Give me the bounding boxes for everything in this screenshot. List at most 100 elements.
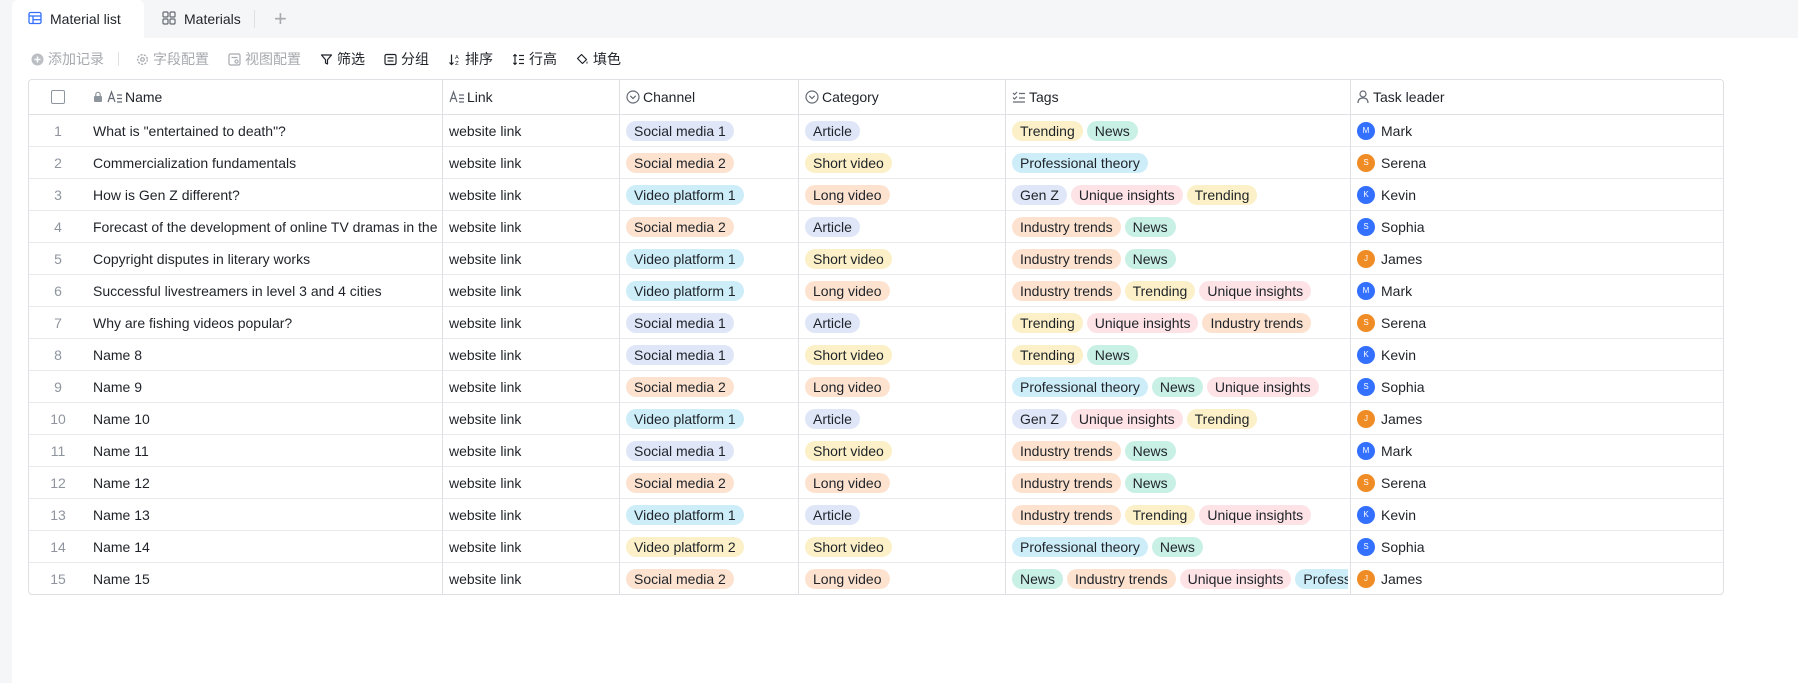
tag-chip[interactable]: Gen Z — [1012, 184, 1067, 205]
table-row[interactable]: 11 Name 11 website link Social media 1 Short… — [29, 435, 1723, 467]
cell-tags[interactable]: News Industry trends Unique insights Profes… — [1012, 563, 1348, 594]
category-tag[interactable]: Short video — [805, 344, 892, 365]
cell-channel[interactable]: Social media 1 — [626, 435, 796, 466]
channel-tag[interactable]: Social media 1 — [626, 120, 734, 141]
category-tag[interactable]: Short video — [805, 440, 892, 461]
tag-chip[interactable]: Industry trends — [1012, 216, 1121, 237]
cell-tags[interactable]: Industry trends Trending Unique insights — [1012, 499, 1348, 530]
cell-channel[interactable]: Video platform 1 — [626, 179, 796, 210]
cell-tags[interactable]: Industry trends News — [1012, 435, 1348, 466]
cell-tags[interactable]: Professional theory News Unique insights — [1012, 371, 1348, 402]
tag-chip[interactable]: Industry trends — [1012, 440, 1121, 461]
cell-channel[interactable]: Video platform 1 — [626, 403, 796, 434]
fill-color-button[interactable]: 填色 — [575, 49, 621, 69]
cell-name[interactable]: Successful livestreamers in level 3 and … — [93, 282, 382, 299]
cell-category[interactable]: Article — [805, 499, 1003, 530]
cell-tags[interactable]: Industry trends News — [1012, 467, 1348, 498]
cell-name[interactable]: Name 13 — [93, 506, 150, 523]
category-tag[interactable]: Long video — [805, 376, 890, 397]
cell-name[interactable]: How is Gen Z different? — [93, 186, 240, 203]
cell-task-leader[interactable]: J James — [1357, 243, 1507, 274]
tag-chip[interactable]: Unique insights — [1086, 312, 1199, 333]
select-all-checkbox[interactable] — [43, 80, 73, 114]
tag-chip[interactable]: News — [1151, 376, 1203, 397]
cell-tags[interactable]: Industry trends Trending Unique insights — [1012, 275, 1348, 306]
tag-chip[interactable]: News — [1124, 248, 1176, 269]
tag-chip[interactable]: Trending — [1012, 344, 1083, 365]
cell-category[interactable]: Article — [805, 307, 1003, 338]
cell-channel[interactable]: Social media 2 — [626, 371, 796, 402]
cell-task-leader[interactable]: S Sophia — [1357, 371, 1507, 402]
channel-tag[interactable]: Video platform 1 — [626, 184, 744, 205]
channel-tag[interactable]: Social media 2 — [626, 376, 734, 397]
add-record-button[interactable]: 添加记录 — [30, 49, 104, 69]
tag-chip[interactable]: Trending — [1012, 120, 1083, 141]
tag-chip[interactable]: News — [1086, 120, 1138, 141]
tag-chip[interactable]: Professiona... — [1295, 568, 1348, 589]
add-view-icon[interactable]: + — [274, 6, 287, 31]
tag-chip[interactable]: Industry trends — [1012, 504, 1121, 525]
column-header-tags[interactable]: Tags — [1006, 80, 1350, 114]
cell-tags[interactable]: Trending News — [1012, 339, 1348, 370]
cell-channel[interactable]: Social media 2 — [626, 563, 796, 594]
tag-chip[interactable]: News — [1124, 472, 1176, 493]
table-row[interactable]: 3 How is Gen Z different? website link Vide… — [29, 179, 1723, 211]
channel-tag[interactable]: Video platform 1 — [626, 248, 744, 269]
tag-chip[interactable]: Industry trends — [1012, 280, 1121, 301]
cell-channel[interactable]: Video platform 2 — [626, 531, 796, 562]
tag-chip[interactable]: Trending — [1124, 280, 1196, 301]
table-row[interactable]: 7 Why are fishing videos popular? website … — [29, 307, 1723, 339]
cell-task-leader[interactable]: S Serena — [1357, 467, 1507, 498]
cell-task-leader[interactable]: J James — [1357, 403, 1507, 434]
tag-chip[interactable]: Unique insights — [1070, 408, 1183, 429]
category-tag[interactable]: Article — [805, 312, 860, 333]
category-tag[interactable]: Article — [805, 216, 860, 237]
cell-link[interactable]: website link — [449, 218, 522, 235]
tag-chip[interactable]: Professional theory — [1012, 536, 1148, 557]
tag-chip[interactable]: Trending — [1012, 312, 1083, 333]
channel-tag[interactable]: Social media 1 — [626, 344, 734, 365]
table-row[interactable]: 14 Name 14 website link Video platform 2 Sho… — [29, 531, 1723, 563]
tag-chip[interactable]: Unique insights — [1179, 568, 1292, 589]
cell-category[interactable]: Short video — [805, 339, 1003, 370]
cell-category[interactable]: Long video — [805, 179, 1003, 210]
cell-task-leader[interactable]: M Mark — [1357, 435, 1507, 466]
cell-link[interactable]: website link — [449, 410, 522, 427]
cell-task-leader[interactable]: M Mark — [1357, 275, 1507, 306]
category-tag[interactable]: Short video — [805, 536, 892, 557]
channel-tag[interactable]: Video platform 1 — [626, 408, 744, 429]
column-header-task-leader[interactable]: Task leader — [1351, 80, 1507, 114]
tab-material-list[interactable]: Material list — [12, 0, 144, 38]
channel-tag[interactable]: Video platform 1 — [626, 280, 744, 301]
tag-chip[interactable]: Unique insights — [1199, 504, 1312, 525]
category-tag[interactable]: Long video — [805, 472, 890, 493]
cell-name[interactable]: Forecast of the development of online TV… — [93, 218, 439, 235]
channel-tag[interactable]: Video platform 1 — [626, 504, 744, 525]
cell-link[interactable]: website link — [449, 570, 522, 587]
tag-chip[interactable]: Industry trends — [1012, 472, 1121, 493]
cell-task-leader[interactable]: S Serena — [1357, 147, 1507, 178]
cell-link[interactable]: website link — [449, 346, 522, 363]
table-row[interactable]: 12 Name 12 website link Social media 2 Long … — [29, 467, 1723, 499]
table-row[interactable]: 1 What is "entertained to death"? website … — [29, 115, 1723, 147]
cell-tags[interactable]: Trending News — [1012, 115, 1348, 146]
cell-link[interactable]: website link — [449, 250, 522, 267]
cell-channel[interactable]: Social media 1 — [626, 307, 796, 338]
cell-category[interactable]: Article — [805, 211, 1003, 242]
cell-category[interactable]: Long video — [805, 467, 1003, 498]
cell-task-leader[interactable]: J James — [1357, 563, 1507, 594]
cell-category[interactable]: Short video — [805, 147, 1003, 178]
cell-channel[interactable]: Video platform 1 — [626, 275, 796, 306]
category-tag[interactable]: Article — [805, 504, 860, 525]
table-row[interactable]: 8 Name 8 website link Social media 1 Short v… — [29, 339, 1723, 371]
tag-chip[interactable]: Unique insights — [1199, 280, 1312, 301]
cell-link[interactable]: website link — [449, 474, 522, 491]
tag-chip[interactable]: Unique insights — [1206, 376, 1319, 397]
cell-tags[interactable]: Industry trends News — [1012, 243, 1348, 274]
tag-chip[interactable]: Professional theory — [1012, 376, 1148, 397]
cell-task-leader[interactable]: S Sophia — [1357, 211, 1507, 242]
channel-tag[interactable]: Social media 1 — [626, 312, 734, 333]
channel-tag[interactable]: Social media 2 — [626, 568, 734, 589]
cell-name[interactable]: Name 12 — [93, 474, 150, 491]
category-tag[interactable]: Article — [805, 120, 860, 141]
